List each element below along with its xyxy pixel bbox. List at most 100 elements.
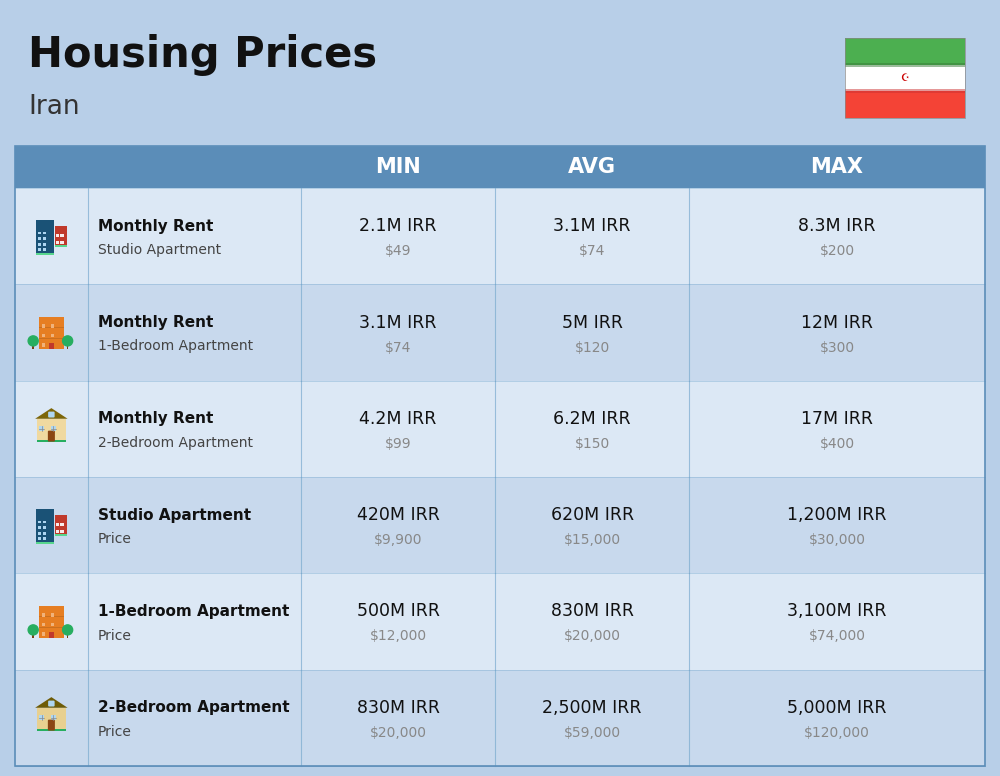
FancyBboxPatch shape bbox=[56, 523, 59, 526]
FancyBboxPatch shape bbox=[48, 719, 55, 730]
FancyBboxPatch shape bbox=[43, 237, 46, 240]
FancyBboxPatch shape bbox=[15, 146, 985, 188]
Circle shape bbox=[28, 336, 38, 346]
FancyBboxPatch shape bbox=[43, 243, 46, 246]
Text: Price: Price bbox=[98, 629, 132, 643]
FancyBboxPatch shape bbox=[60, 530, 64, 533]
Text: Iran: Iran bbox=[28, 94, 80, 120]
Text: 6.2M IRR: 6.2M IRR bbox=[553, 410, 631, 428]
Text: MIN: MIN bbox=[375, 157, 421, 177]
FancyBboxPatch shape bbox=[845, 89, 965, 93]
Text: Monthly Rent: Monthly Rent bbox=[98, 219, 213, 234]
Text: $99: $99 bbox=[385, 437, 411, 451]
FancyBboxPatch shape bbox=[38, 521, 41, 524]
Text: $200: $200 bbox=[820, 244, 855, 258]
FancyBboxPatch shape bbox=[43, 532, 46, 535]
FancyBboxPatch shape bbox=[51, 334, 54, 338]
FancyBboxPatch shape bbox=[15, 670, 985, 766]
FancyBboxPatch shape bbox=[36, 542, 54, 544]
Text: $120: $120 bbox=[575, 341, 610, 355]
Text: $20,000: $20,000 bbox=[370, 726, 427, 740]
FancyBboxPatch shape bbox=[60, 241, 64, 244]
FancyBboxPatch shape bbox=[51, 623, 54, 626]
FancyBboxPatch shape bbox=[37, 729, 66, 731]
Circle shape bbox=[28, 625, 38, 635]
FancyBboxPatch shape bbox=[38, 532, 41, 535]
Text: $74,000: $74,000 bbox=[809, 629, 866, 643]
FancyBboxPatch shape bbox=[39, 317, 64, 348]
FancyBboxPatch shape bbox=[36, 253, 54, 255]
FancyBboxPatch shape bbox=[55, 226, 67, 246]
FancyBboxPatch shape bbox=[51, 613, 54, 617]
Text: 2-Bedroom Apartment: 2-Bedroom Apartment bbox=[98, 700, 289, 715]
Text: $59,000: $59,000 bbox=[564, 726, 621, 740]
FancyBboxPatch shape bbox=[60, 234, 64, 237]
FancyBboxPatch shape bbox=[38, 526, 41, 529]
Text: $12,000: $12,000 bbox=[370, 629, 427, 643]
FancyBboxPatch shape bbox=[39, 715, 44, 720]
Text: Monthly Rent: Monthly Rent bbox=[98, 315, 213, 330]
Text: $49: $49 bbox=[385, 244, 411, 258]
Text: $9,900: $9,900 bbox=[374, 533, 422, 547]
FancyBboxPatch shape bbox=[39, 426, 44, 431]
Circle shape bbox=[63, 336, 73, 346]
Polygon shape bbox=[35, 697, 68, 708]
FancyBboxPatch shape bbox=[37, 708, 66, 729]
Text: $30,000: $30,000 bbox=[809, 533, 866, 547]
FancyBboxPatch shape bbox=[42, 344, 45, 347]
Text: 830M IRR: 830M IRR bbox=[551, 602, 634, 621]
FancyBboxPatch shape bbox=[845, 64, 965, 92]
Text: 420M IRR: 420M IRR bbox=[357, 506, 440, 524]
FancyBboxPatch shape bbox=[36, 509, 54, 542]
FancyBboxPatch shape bbox=[38, 232, 41, 234]
Text: 4.2M IRR: 4.2M IRR bbox=[359, 410, 437, 428]
FancyBboxPatch shape bbox=[51, 715, 56, 720]
Text: 1,200M IRR: 1,200M IRR bbox=[787, 506, 887, 524]
Text: 3,100M IRR: 3,100M IRR bbox=[787, 602, 887, 621]
FancyBboxPatch shape bbox=[43, 538, 46, 540]
Text: Price: Price bbox=[98, 725, 132, 739]
FancyBboxPatch shape bbox=[56, 234, 59, 237]
FancyBboxPatch shape bbox=[55, 245, 67, 248]
FancyBboxPatch shape bbox=[39, 606, 64, 638]
FancyBboxPatch shape bbox=[845, 38, 965, 64]
Text: $15,000: $15,000 bbox=[564, 533, 621, 547]
FancyBboxPatch shape bbox=[36, 220, 54, 254]
Text: 2,500M IRR: 2,500M IRR bbox=[542, 699, 642, 717]
FancyBboxPatch shape bbox=[49, 632, 54, 638]
FancyBboxPatch shape bbox=[37, 440, 66, 442]
FancyBboxPatch shape bbox=[43, 526, 46, 529]
FancyBboxPatch shape bbox=[48, 701, 55, 706]
Text: Housing Prices: Housing Prices bbox=[28, 34, 377, 76]
FancyBboxPatch shape bbox=[15, 573, 985, 670]
FancyBboxPatch shape bbox=[42, 632, 45, 636]
FancyBboxPatch shape bbox=[32, 345, 34, 348]
FancyBboxPatch shape bbox=[15, 284, 985, 381]
Text: $150: $150 bbox=[575, 437, 610, 451]
FancyBboxPatch shape bbox=[48, 411, 55, 417]
Text: 500M IRR: 500M IRR bbox=[357, 602, 440, 621]
Text: 2.1M IRR: 2.1M IRR bbox=[359, 217, 437, 235]
Text: $20,000: $20,000 bbox=[564, 629, 621, 643]
FancyBboxPatch shape bbox=[42, 334, 45, 338]
Text: 620M IRR: 620M IRR bbox=[551, 506, 634, 524]
Text: 17M IRR: 17M IRR bbox=[801, 410, 873, 428]
FancyBboxPatch shape bbox=[38, 237, 41, 240]
FancyBboxPatch shape bbox=[38, 248, 41, 251]
FancyBboxPatch shape bbox=[43, 232, 46, 234]
FancyBboxPatch shape bbox=[55, 535, 67, 536]
Text: Studio Apartment: Studio Apartment bbox=[98, 243, 221, 257]
FancyBboxPatch shape bbox=[42, 613, 45, 617]
FancyBboxPatch shape bbox=[15, 477, 985, 573]
Text: 5,000M IRR: 5,000M IRR bbox=[787, 699, 887, 717]
FancyBboxPatch shape bbox=[845, 92, 965, 118]
Text: 1-Bedroom Apartment: 1-Bedroom Apartment bbox=[98, 339, 253, 354]
FancyBboxPatch shape bbox=[38, 538, 41, 540]
FancyBboxPatch shape bbox=[49, 342, 54, 348]
FancyBboxPatch shape bbox=[845, 63, 965, 67]
Circle shape bbox=[63, 625, 73, 635]
FancyBboxPatch shape bbox=[51, 426, 56, 431]
Text: $300: $300 bbox=[820, 341, 855, 355]
Text: $120,000: $120,000 bbox=[804, 726, 870, 740]
FancyBboxPatch shape bbox=[67, 633, 68, 638]
